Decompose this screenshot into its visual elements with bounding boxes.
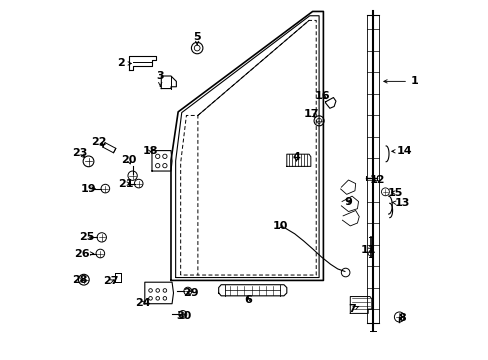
- Text: 25: 25: [79, 232, 94, 242]
- Text: 30: 30: [176, 311, 191, 321]
- Text: 17: 17: [304, 109, 319, 120]
- Text: 23: 23: [72, 148, 88, 158]
- Text: 3: 3: [156, 71, 163, 86]
- Text: 18: 18: [142, 145, 158, 156]
- Text: 10: 10: [272, 221, 287, 231]
- Text: 6: 6: [244, 295, 251, 305]
- Text: 4: 4: [292, 152, 300, 162]
- Text: 1: 1: [383, 76, 418, 86]
- Text: 2: 2: [117, 58, 131, 68]
- Text: 28: 28: [72, 275, 87, 285]
- Text: 20: 20: [121, 155, 137, 165]
- Text: 19: 19: [81, 184, 96, 194]
- Text: 24: 24: [135, 298, 151, 308]
- Text: 16: 16: [314, 91, 330, 101]
- Text: 15: 15: [386, 188, 402, 198]
- Text: 12: 12: [368, 175, 384, 185]
- Text: 14: 14: [391, 146, 411, 156]
- Text: 8: 8: [398, 313, 406, 323]
- Text: 22: 22: [91, 138, 107, 147]
- Text: 9: 9: [344, 197, 352, 207]
- Text: 13: 13: [391, 198, 409, 208]
- Text: 21: 21: [118, 179, 133, 189]
- Text: 27: 27: [103, 276, 119, 286]
- Text: 5: 5: [193, 32, 201, 45]
- Text: 7: 7: [347, 304, 358, 314]
- Text: 26: 26: [75, 248, 93, 258]
- Text: 29: 29: [183, 288, 199, 298]
- Text: 11: 11: [360, 245, 375, 255]
